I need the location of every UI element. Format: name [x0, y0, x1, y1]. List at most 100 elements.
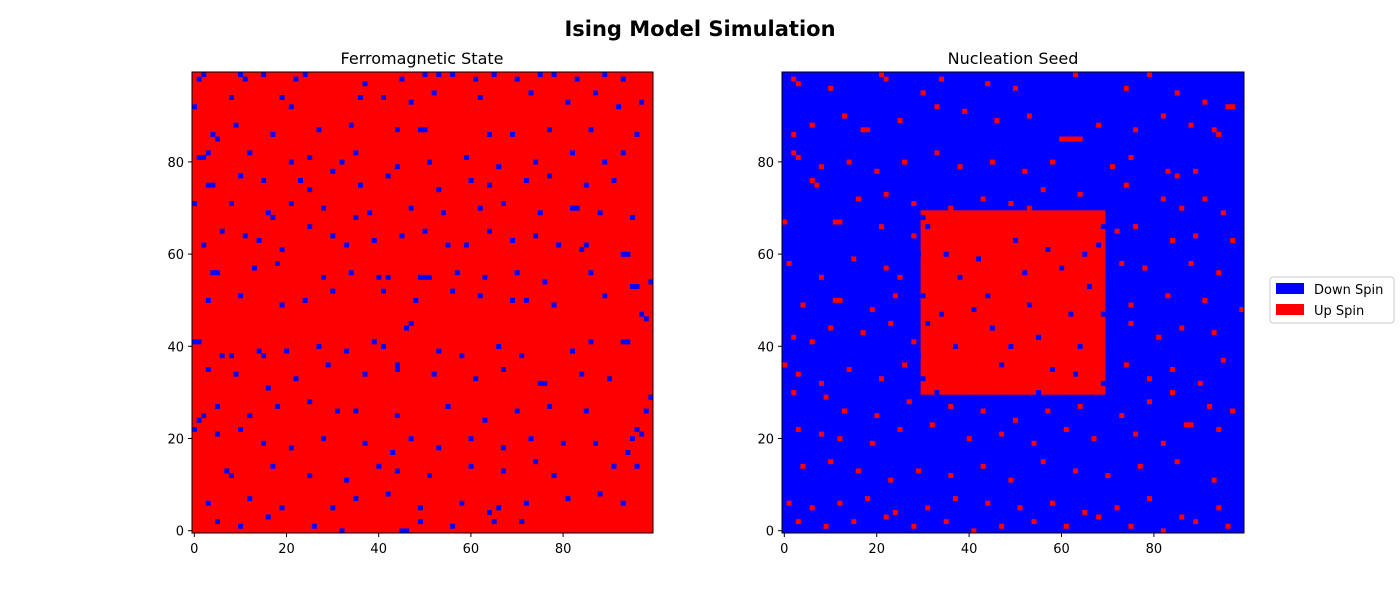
panel-title-ferromagnetic: Ferromagnetic State [341, 49, 504, 68]
spin-cell [795, 371, 801, 377]
spin-cell [381, 343, 386, 349]
spin-cell [911, 201, 917, 207]
spin-cell [1225, 523, 1231, 529]
spin-lattice-nucleation [782, 72, 1245, 534]
spin-cell [1068, 136, 1074, 142]
spin-cell [1188, 422, 1194, 428]
spin-cell [1165, 293, 1171, 299]
spin-cell [920, 376, 926, 382]
spin-cell [786, 261, 792, 266]
spin-cell [496, 164, 502, 170]
spin-cell [1008, 477, 1014, 483]
spin-cell [920, 214, 926, 220]
spin-cell [846, 159, 852, 165]
spin-cell [579, 371, 585, 377]
spin-cell [1059, 265, 1065, 271]
spin-cell [500, 445, 506, 451]
spin-cell [1193, 233, 1199, 239]
spin-cell [367, 210, 373, 216]
spin-cell [611, 178, 617, 183]
spin-cell [583, 182, 589, 188]
spin-cell [1220, 210, 1226, 216]
y-axis-ticks: 0 20 40 60 80 [757, 156, 782, 540]
spin-cell [542, 380, 548, 386]
spin-cell [1220, 357, 1226, 363]
spin-cell [205, 367, 211, 372]
spin-cell [1174, 459, 1180, 465]
spin-cell [463, 154, 469, 160]
spin-cell [307, 224, 313, 230]
spin-cell [233, 122, 239, 128]
spin-cell [210, 131, 216, 137]
spin-cell [883, 191, 889, 197]
spin-cell [1003, 394, 1009, 400]
spin-cell [1133, 224, 1139, 230]
spin-cell [943, 519, 949, 525]
spin-cell [279, 95, 285, 101]
spin-cell [818, 164, 824, 170]
spin-cell [1114, 228, 1120, 234]
spin-cell [1183, 422, 1189, 428]
spin-cell [519, 353, 525, 359]
legend-swatch-down-spin [1276, 283, 1304, 294]
spin-cell [911, 523, 917, 529]
legend: Down Spin Up Spin [1269, 276, 1395, 324]
spin-cell [238, 173, 244, 179]
spin-cell [468, 178, 474, 183]
spin-cell [842, 408, 848, 414]
x-axis-ticks: 0 20 40 60 80 [190, 533, 571, 557]
spin-cell [634, 131, 640, 137]
spin-cell [1128, 154, 1134, 160]
y-tick-label: 20 [167, 432, 184, 447]
spin-cell [602, 159, 608, 165]
spin-cell [459, 353, 465, 359]
spin-cell [404, 528, 410, 534]
spin-cell [795, 154, 801, 160]
spin-cell [782, 362, 787, 368]
spin-cell [514, 270, 520, 276]
spin-cell [1119, 261, 1125, 266]
spin-cell [196, 339, 202, 345]
spin-cell [205, 500, 211, 506]
spin-cell [1230, 408, 1236, 414]
spin-cell [394, 367, 400, 372]
spin-cell [330, 505, 336, 511]
spin-cell [782, 219, 787, 225]
spin-cell [966, 436, 972, 442]
spin-cell [339, 159, 345, 165]
spin-cell [1040, 187, 1046, 193]
spin-cell [302, 297, 308, 303]
x-axis-ticks: 0 20 40 60 80 [780, 533, 1162, 557]
spin-cell [298, 178, 303, 183]
x-tick-label: 20 [868, 542, 885, 557]
spin-cell [939, 224, 945, 230]
spin-cell [989, 325, 995, 331]
spin-cell [445, 242, 451, 248]
spin-cell [330, 233, 336, 239]
spin-cell [247, 413, 253, 419]
spin-cell [574, 76, 580, 82]
spin-cell [261, 72, 267, 77]
spin-cell [487, 228, 492, 234]
spin-cell [510, 297, 516, 303]
spin-cell [1063, 523, 1069, 529]
spin-cell [879, 376, 884, 382]
spin-cell [528, 90, 534, 96]
x-tick-label: 60 [1053, 542, 1070, 557]
spin-cell [791, 131, 797, 137]
spin-cell [265, 514, 271, 520]
spin-cell [321, 436, 327, 442]
spin-cell [210, 182, 216, 188]
spin-cell [215, 519, 221, 525]
spin-cell [625, 339, 631, 345]
spin-cell [394, 127, 400, 133]
spin-cell [915, 468, 921, 474]
spin-cell [999, 523, 1005, 529]
spin-cell [1128, 523, 1134, 529]
spin-cell [362, 440, 368, 446]
spin-cell [265, 210, 271, 216]
spin-cell [828, 85, 834, 91]
spin-cell [371, 339, 377, 345]
spin-cell [892, 293, 898, 299]
